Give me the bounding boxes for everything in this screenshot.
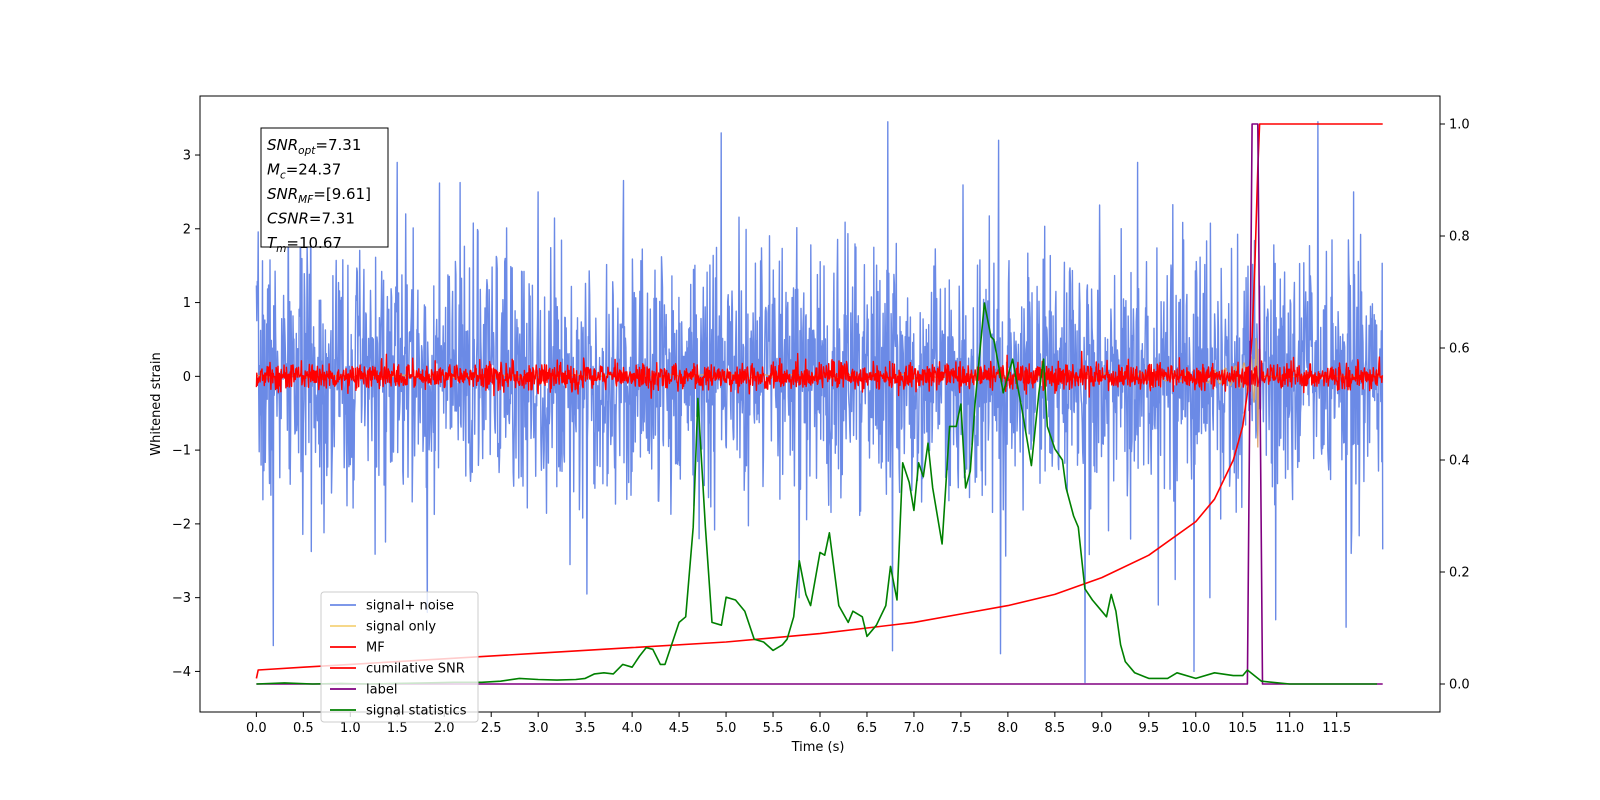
- x-axis: 0.0 0.5 1.0 1.5 2.0 2.5 3.0 3.5 4.0 4.5 5.0 5.5 6.0 6…: [246, 712, 1351, 736]
- series-signal-noise: [255, 121, 1384, 684]
- annotation-symbol: SNR: [267, 185, 298, 203]
- y-right-tick-label: 0.0: [1449, 678, 1470, 693]
- annotation-symbol: M: [267, 161, 280, 179]
- y-left-tick-label: 1: [183, 296, 191, 311]
- y-left-tick-label: 2: [183, 222, 191, 237]
- x-tick-label: 3.0: [528, 721, 549, 736]
- series-mf: [255, 350, 1384, 399]
- annotation-line: Tm=10.67: [267, 234, 342, 255]
- x-tick-label: 10.0: [1181, 721, 1210, 736]
- annotation-subscript: opt: [298, 145, 316, 157]
- x-tick-label: 10.5: [1228, 721, 1257, 736]
- y-right-tick-label: 1.0: [1449, 118, 1470, 133]
- x-tick-label: 1.0: [340, 721, 361, 736]
- annotation-value: =7.31: [309, 210, 355, 228]
- y-left-tick-label: −2: [172, 517, 191, 532]
- x-tick-label: 9.5: [1138, 721, 1159, 736]
- annotation-subscript: MF: [298, 194, 314, 206]
- legend-label: label: [366, 683, 397, 698]
- annotation-value: =10.67: [286, 234, 342, 252]
- x-tick-label: 11.5: [1322, 721, 1351, 736]
- x-tick-label: 7.0: [904, 721, 925, 736]
- x-tick-label: 0.0: [246, 721, 267, 736]
- annotation-line: Mc=24.37: [267, 161, 341, 182]
- y-right-tick-label: 0.4: [1449, 454, 1470, 469]
- y-axis-left: −4 −3 −2 −1 0 1 2 3: [172, 149, 200, 680]
- legend-label: MF: [366, 641, 385, 656]
- x-tick-label: 3.5: [575, 721, 596, 736]
- annotation-line: CSNR=7.31: [267, 210, 355, 228]
- x-tick-label: 6.0: [810, 721, 831, 736]
- legend-label: signal only: [366, 620, 436, 635]
- x-tick-label: 2.0: [434, 721, 455, 736]
- legend-frame: [320, 591, 479, 723]
- annotation-frame: [260, 127, 389, 248]
- x-tick-label: 5.0: [716, 721, 737, 736]
- legend-label: cumilative SNR: [366, 662, 465, 677]
- x-tick-label: 9.0: [1091, 721, 1112, 736]
- annotation-box: SNRopt=7.31Mc=24.37SNRMF=[9.61]CSNR=7.31…: [260, 127, 389, 255]
- y-left-tick-label: −3: [172, 591, 191, 606]
- x-tick-label: 6.5: [857, 721, 878, 736]
- annotation-symbol: T: [267, 234, 278, 252]
- x-tick-label: 8.0: [998, 721, 1019, 736]
- annotation-value: =24.37: [286, 161, 342, 179]
- legend-label: signal+ noise: [366, 599, 454, 614]
- annotation-subscript: m: [276, 243, 286, 255]
- x-tick-label: 4.5: [669, 721, 690, 736]
- annotation-value: =7.31: [315, 136, 361, 154]
- annotation-value: =[9.61]: [313, 185, 371, 203]
- y-axis-label: Whitened strain: [149, 352, 164, 455]
- x-tick-label: 1.5: [387, 721, 408, 736]
- y-axis-right: 0.0 0.2 0.4 0.6 0.8 1.0: [1440, 118, 1470, 693]
- annotation-subscript: c: [280, 170, 286, 182]
- annotation-line: SNRMF=[9.61]: [267, 185, 371, 206]
- y-left-tick-label: 0: [183, 370, 191, 385]
- x-tick-label: 4.0: [622, 721, 643, 736]
- x-axis-label: Time (s): [791, 740, 845, 755]
- x-tick-label: 8.5: [1045, 721, 1066, 736]
- y-right-tick-label: 0.2: [1449, 566, 1470, 581]
- x-tick-label: 2.5: [481, 721, 502, 736]
- legend-label: signal statistics: [366, 704, 467, 719]
- y-left-tick-label: −4: [172, 665, 191, 680]
- series-signal-statistics: [256, 302, 1378, 685]
- y-right-tick-label: 0.6: [1449, 342, 1470, 357]
- annotation-symbol: CSNR: [267, 210, 309, 228]
- legend: signal+ noise signal only MF cumilative SNR…: [320, 591, 479, 723]
- y-right-tick-label: 0.8: [1449, 230, 1470, 245]
- y-left-tick-label: −1: [172, 444, 191, 459]
- x-tick-label: 7.5: [951, 721, 972, 736]
- y-left-tick-label: 3: [183, 149, 191, 164]
- annotation-symbol: SNR: [267, 136, 298, 154]
- x-tick-label: 0.5: [293, 721, 314, 736]
- x-tick-label: 5.5: [763, 721, 784, 736]
- x-tick-label: 11.0: [1275, 721, 1304, 736]
- annotation-line: SNRopt=7.31: [267, 136, 361, 157]
